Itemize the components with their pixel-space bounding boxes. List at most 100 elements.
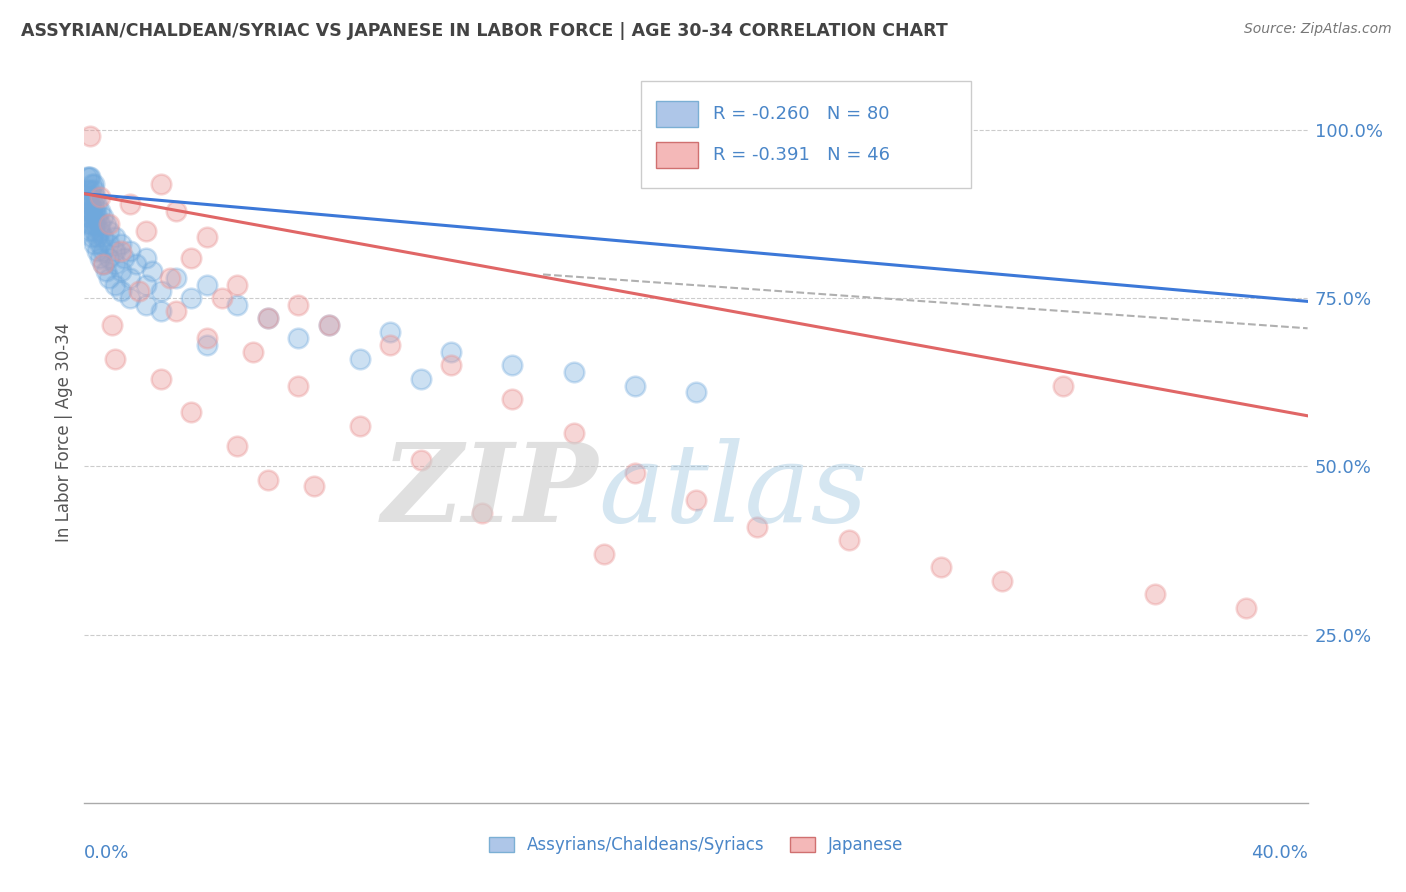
- Point: [624, 466, 647, 480]
- Point: [159, 270, 181, 285]
- Point: [502, 359, 524, 373]
- Point: [84, 203, 107, 218]
- Point: [86, 211, 108, 225]
- Point: [83, 237, 105, 252]
- Point: [149, 372, 172, 386]
- Point: [97, 224, 120, 238]
- Point: [79, 183, 101, 197]
- Point: [747, 520, 769, 534]
- Point: [94, 264, 117, 278]
- Point: [84, 190, 107, 204]
- Point: [562, 425, 585, 440]
- Text: R = -0.391   N = 46: R = -0.391 N = 46: [713, 146, 890, 164]
- Point: [89, 251, 111, 265]
- Point: [165, 270, 187, 285]
- Point: [80, 190, 103, 204]
- Point: [80, 217, 103, 231]
- Point: [89, 237, 111, 252]
- Point: [302, 479, 325, 493]
- Text: atlas: atlas: [598, 438, 868, 546]
- Point: [91, 244, 114, 258]
- Point: [112, 251, 135, 265]
- Legend: Assyrians/Chaldeans/Syriacs, Japanese: Assyrians/Chaldeans/Syriacs, Japanese: [482, 830, 910, 861]
- Point: [149, 285, 172, 299]
- Point: [125, 257, 148, 271]
- Point: [287, 378, 309, 392]
- Point: [91, 257, 114, 271]
- Point: [76, 183, 98, 197]
- Point: [77, 190, 100, 204]
- Point: [91, 230, 114, 244]
- FancyBboxPatch shape: [655, 102, 699, 128]
- Point: [79, 129, 101, 144]
- Point: [195, 338, 218, 352]
- Point: [97, 217, 120, 231]
- Point: [79, 169, 101, 184]
- Point: [104, 230, 127, 244]
- Point: [929, 560, 952, 574]
- Point: [97, 237, 120, 252]
- Point: [287, 298, 309, 312]
- FancyBboxPatch shape: [641, 81, 972, 188]
- Point: [593, 547, 616, 561]
- Point: [380, 325, 402, 339]
- Point: [120, 196, 142, 211]
- Y-axis label: In Labor Force | Age 30-34: In Labor Force | Age 30-34: [55, 323, 73, 542]
- Text: Source: ZipAtlas.com: Source: ZipAtlas.com: [1244, 22, 1392, 37]
- Point: [1052, 378, 1074, 392]
- Point: [83, 196, 105, 211]
- Point: [226, 439, 249, 453]
- Text: R = -0.260   N = 80: R = -0.260 N = 80: [713, 105, 890, 123]
- Point: [1143, 587, 1166, 601]
- Point: [226, 298, 249, 312]
- Point: [110, 264, 132, 278]
- Point: [86, 230, 108, 244]
- Point: [318, 318, 340, 332]
- Point: [77, 169, 100, 184]
- Text: ZIP: ZIP: [381, 438, 598, 546]
- Point: [318, 318, 340, 332]
- Point: [242, 344, 264, 359]
- Point: [440, 359, 463, 373]
- Point: [104, 244, 127, 258]
- Point: [97, 270, 120, 285]
- Point: [79, 211, 101, 225]
- Point: [89, 190, 111, 204]
- Point: [135, 277, 157, 292]
- Point: [135, 298, 157, 312]
- Point: [440, 344, 463, 359]
- Point: [135, 251, 157, 265]
- Point: [1236, 600, 1258, 615]
- Point: [257, 473, 280, 487]
- Point: [226, 277, 249, 292]
- Point: [91, 257, 114, 271]
- Point: [89, 224, 111, 238]
- Point: [409, 452, 432, 467]
- Point: [101, 318, 124, 332]
- Point: [79, 224, 101, 238]
- Point: [180, 405, 202, 419]
- Point: [838, 533, 860, 548]
- Text: 40.0%: 40.0%: [1251, 844, 1308, 862]
- Point: [991, 574, 1014, 588]
- Point: [80, 203, 103, 218]
- Point: [165, 203, 187, 218]
- Point: [685, 385, 707, 400]
- Point: [77, 217, 100, 231]
- Point: [104, 351, 127, 366]
- Point: [80, 230, 103, 244]
- Point: [180, 291, 202, 305]
- Point: [149, 177, 172, 191]
- Point: [195, 277, 218, 292]
- Point: [128, 285, 150, 299]
- Point: [76, 211, 98, 225]
- Point: [180, 251, 202, 265]
- Point: [94, 217, 117, 231]
- Point: [76, 169, 98, 184]
- Point: [120, 244, 142, 258]
- Point: [97, 251, 120, 265]
- Text: 0.0%: 0.0%: [84, 844, 129, 862]
- Point: [349, 351, 371, 366]
- Point: [380, 338, 402, 352]
- Point: [80, 177, 103, 191]
